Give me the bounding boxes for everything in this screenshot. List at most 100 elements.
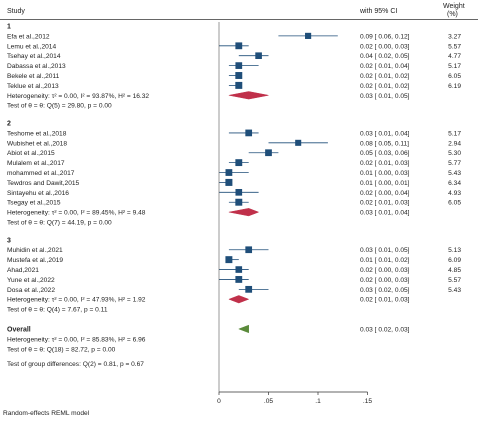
study-weight: 4.77 <box>448 53 461 60</box>
footnote: Random-effects REML model <box>3 410 90 417</box>
group-label: 1 <box>7 24 11 31</box>
study-name: Muhidin et al.,2021 <box>7 247 63 254</box>
study-ci: 0.02 [ 0.01, 0.03] <box>360 160 410 167</box>
study-marker <box>235 276 243 283</box>
study-weight: 6.34 <box>448 180 461 187</box>
overall-test: Test of θ = θ: Q(18) = 82.72, p = 0.00 <box>7 346 116 353</box>
header-ci: with 95% CI <box>359 8 397 15</box>
study-name: Tsehay et al.,2014 <box>7 53 61 60</box>
study-weight: 5.43 <box>448 170 461 177</box>
study-name: Ahad,2021 <box>7 267 39 274</box>
subgroup-diamond <box>228 295 250 304</box>
group-heterogeneity: Heterogeneity: τ² = 0.00, I² = 93.87%, H… <box>7 93 149 100</box>
study-weight: 5.57 <box>448 43 461 50</box>
study-ci: 0.03 [ 0.01, 0.04] <box>360 130 410 137</box>
study-ci: 0.01 [ 0.00, 0.01] <box>360 180 410 187</box>
study-marker <box>255 52 262 60</box>
study-weight: 6.05 <box>448 200 461 207</box>
study-weight: 4.93 <box>448 190 461 197</box>
study-marker <box>225 256 233 264</box>
study-weight: 4.85 <box>448 267 461 274</box>
study-weight: 6.05 <box>448 73 461 80</box>
study-name: Bekele et al.,2011 <box>7 73 60 80</box>
study-ci: 0.03 [ 0.01, 0.05] <box>360 247 410 254</box>
study-weight: 5.77 <box>448 160 461 167</box>
study-marker <box>235 159 243 167</box>
study-ci: 0.08 [ 0.05, 0.11] <box>360 140 409 147</box>
study-name: mohammed et al.,2017 <box>7 170 75 177</box>
x-tick-label: .1 <box>315 398 321 405</box>
study-name: Lemu et al.,2014 <box>7 43 56 50</box>
study-name: Tsegay et al.,2015 <box>7 200 61 207</box>
study-weight: 5.57 <box>448 277 461 284</box>
study-marker <box>235 72 243 79</box>
study-ci: 0.01 [ 0.01, 0.02] <box>360 257 410 264</box>
group-differences-test: Test of group differences: Q(2) = 0.81, … <box>7 361 144 368</box>
study-marker <box>305 32 312 39</box>
study-marker <box>245 285 253 293</box>
study-weight: 6.19 <box>448 83 461 90</box>
study-name: Dabassa et al.,2013 <box>7 63 66 70</box>
group-heterogeneity: Heterogeneity: τ² = 0.00, I² = 89.45%, H… <box>7 210 146 217</box>
study-ci: 0.02 [ 0.01, 0.02] <box>360 73 410 80</box>
subgroup-ci: 0.03 [ 0.01, 0.05] <box>360 93 410 100</box>
study-marker <box>245 129 253 137</box>
study-ci: 0.02 [ 0.00, 0.03] <box>360 43 410 50</box>
study-ci: 0.02 [ 0.01, 0.04] <box>360 63 410 70</box>
study-marker <box>235 266 243 273</box>
study-name: Efa et al.,2012 <box>7 33 50 40</box>
overall-label: Overall <box>7 326 31 333</box>
study-ci: 0.09 [ 0.06, 0.12] <box>360 33 410 40</box>
header-weight-unit: (%) <box>447 11 458 18</box>
overall-heterogeneity: Heterogeneity: τ² = 0.00, I² = 85.83%, H… <box>7 336 146 343</box>
header-weight: Weight <box>443 3 465 10</box>
study-weight: 5.43 <box>448 287 461 294</box>
study-weight: 5.17 <box>448 63 461 70</box>
subgroup-ci: 0.02 [ 0.01, 0.03] <box>360 297 410 304</box>
subgroup-diamond <box>228 91 269 100</box>
study-ci: 0.03 [ 0.02, 0.05] <box>360 287 410 294</box>
study-weight: 5.13 <box>448 247 461 254</box>
study-name: Sintayehu et al.,2016 <box>7 190 69 197</box>
subgroup-diamond <box>228 208 260 217</box>
study-weight: 2.94 <box>448 140 461 147</box>
study-weight: 3.27 <box>448 33 461 40</box>
study-name: Wubishet et al.,2018 <box>7 140 67 147</box>
study-name: Dosa et al.,2022 <box>7 287 55 294</box>
header-study: Study <box>7 8 25 15</box>
study-marker <box>235 198 243 206</box>
study-weight: 5.30 <box>448 150 461 157</box>
study-ci: 0.02 [ 0.00, 0.04] <box>360 190 410 197</box>
x-tick-label: 0 <box>217 398 221 405</box>
study-weight: 5.17 <box>448 130 461 137</box>
x-tick-label: .05 <box>264 398 273 405</box>
study-marker <box>235 42 243 50</box>
x-tick-label: .15 <box>363 398 372 405</box>
study-ci: 0.02 [ 0.00, 0.03] <box>360 267 410 274</box>
group-label: 3 <box>7 237 11 244</box>
group-heterogeneity: Heterogeneity: τ² = 0.00, I² = 47.93%, H… <box>7 297 146 304</box>
study-marker <box>235 188 243 196</box>
group-test: Test of θ = θ: Q(7) = 44.19, p = 0.00 <box>7 220 112 227</box>
study-marker <box>225 169 233 176</box>
study-ci: 0.04 [ 0.02, 0.05] <box>360 53 410 60</box>
study-marker <box>245 246 253 254</box>
study-name: Mustefa et al.,2019 <box>7 257 63 264</box>
study-name: Mulalem et al.,2017 <box>7 160 65 167</box>
overall-diamond <box>238 324 249 334</box>
study-name: Abiot et al.,2015 <box>7 150 55 157</box>
study-marker <box>235 62 243 69</box>
subgroup-ci: 0.03 [ 0.01, 0.04] <box>360 210 410 217</box>
study-ci: 0.02 [ 0.01, 0.03] <box>360 200 410 207</box>
study-name: Tewdros and Dawit,2015 <box>7 180 80 187</box>
study-ci: 0.05 [ 0.03, 0.06] <box>360 150 410 157</box>
study-name: Teshome et al.,2018 <box>7 130 67 137</box>
group-label: 2 <box>7 121 11 128</box>
overall-ci: 0.03 [ 0.02, 0.03] <box>360 326 410 333</box>
study-marker <box>235 81 243 89</box>
study-marker <box>265 149 272 157</box>
group-test: Test of θ = θ: Q(5) = 29.80, p = 0.00 <box>7 103 112 110</box>
study-marker <box>225 178 233 186</box>
study-ci: 0.02 [ 0.00, 0.03] <box>360 277 410 284</box>
